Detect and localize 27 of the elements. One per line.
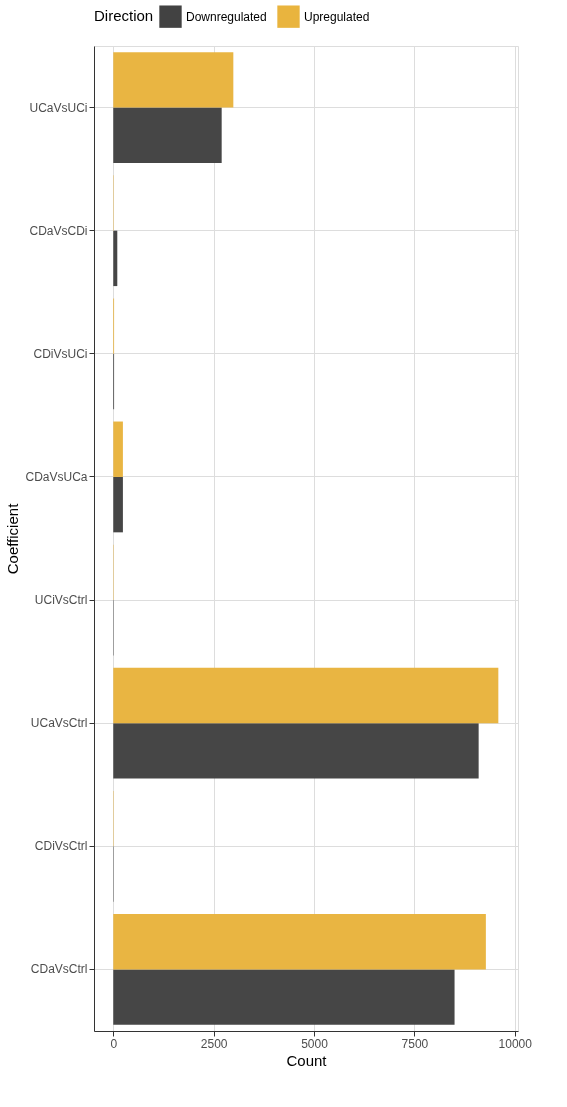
x-tick-label: 7500 (401, 1036, 429, 1051)
bar (113, 421, 123, 477)
legend-label: Downregulated (186, 9, 267, 24)
bar (113, 667, 499, 724)
y-tick-label: CDiVsUCi (33, 346, 88, 361)
y-axis-title: Coefficient (4, 502, 22, 575)
bar (113, 969, 455, 1025)
y-tick-label: CDaVsCtrl (30, 962, 88, 977)
y-tick-label: UCaVsUCi (29, 100, 88, 115)
bar (113, 107, 222, 163)
x-tick-label: 5000 (301, 1036, 329, 1051)
y-tick-label: UCiVsCtrl (34, 593, 88, 608)
bar (113, 230, 118, 287)
legend-title: Direction (94, 7, 154, 24)
x-tick-label: 10000 (498, 1036, 533, 1051)
x-tick-label: 2500 (200, 1036, 228, 1051)
y-tick-label: CDiVsCtrl (34, 839, 88, 854)
x-axis-title: Count (286, 1051, 328, 1069)
y-tick-label: CDaVsUCa (25, 469, 88, 484)
x-tick-label: 0 (110, 1036, 118, 1051)
bar (113, 914, 486, 970)
bar (113, 476, 123, 533)
y-tick-label: UCaVsCtrl (30, 716, 88, 731)
y-tick-label: CDaVsCDi (29, 223, 88, 238)
legend-label: Upregulated (304, 9, 370, 24)
bar (113, 52, 234, 108)
bar (113, 723, 479, 779)
